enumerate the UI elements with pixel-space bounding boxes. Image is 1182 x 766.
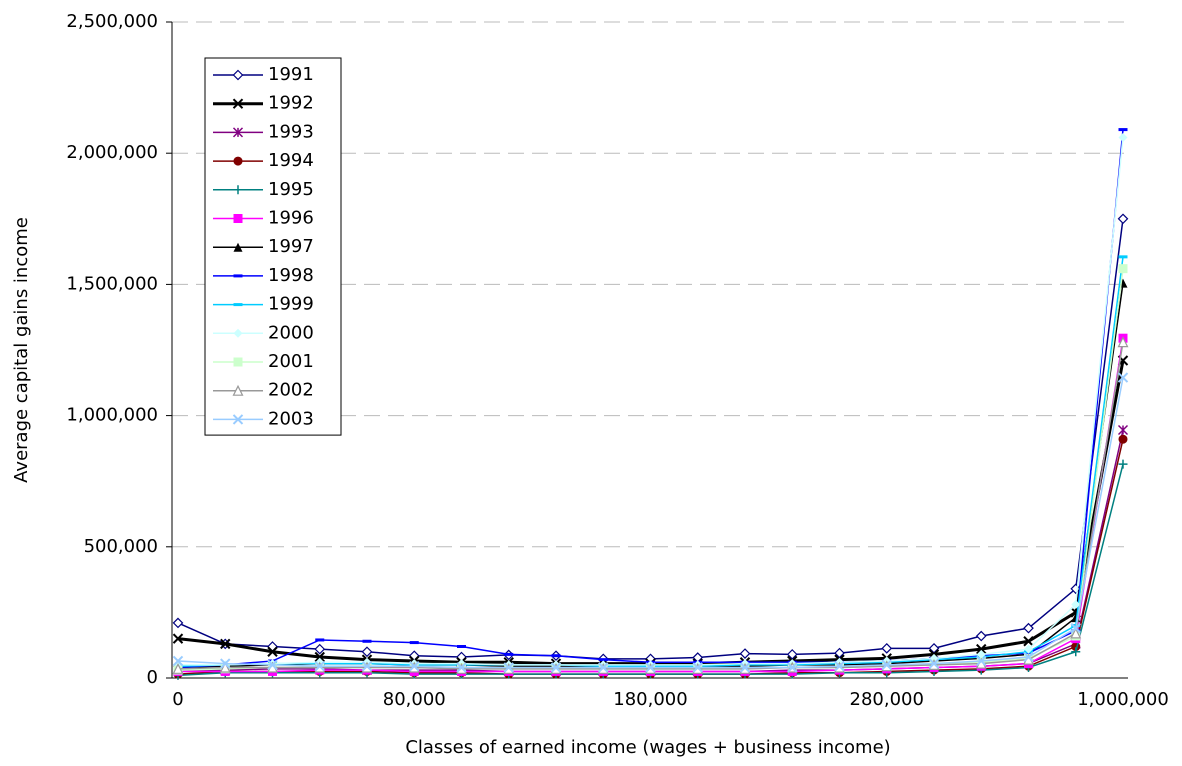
data-point <box>267 646 278 657</box>
data-point <box>1118 434 1128 444</box>
data-point <box>314 660 325 672</box>
data-point <box>1117 336 1129 348</box>
legend-marker <box>232 127 244 138</box>
y-tick-label: 1,500,000 <box>66 273 158 294</box>
legend-label: 2001 <box>268 351 314 372</box>
legend-label: 1997 <box>268 236 314 257</box>
series-line <box>177 463 1124 677</box>
y-tick-label: 2,000,000 <box>66 142 158 163</box>
data-point <box>219 661 231 673</box>
data-point <box>739 648 751 659</box>
legend-marker <box>232 69 244 81</box>
legend-marker <box>233 185 243 195</box>
y-tick-label: 500,000 <box>84 536 158 557</box>
data-point <box>692 662 703 673</box>
data-point <box>834 660 845 672</box>
legend-marker <box>232 414 244 425</box>
data-point <box>881 643 893 654</box>
data-point <box>172 633 184 644</box>
y-tick-label: 1,000,000 <box>66 405 158 426</box>
data-point <box>172 655 184 667</box>
data-point <box>1023 622 1034 634</box>
legend-marker <box>233 242 243 252</box>
data-point <box>787 662 798 673</box>
data-point <box>550 662 562 673</box>
data-point <box>976 655 987 667</box>
x-axis-title: Classes of earned income (wages + busine… <box>405 737 890 758</box>
data-point <box>834 647 845 659</box>
data-point <box>1118 264 1128 274</box>
legend-marker <box>233 328 243 338</box>
x-tick-label: 180,000 <box>613 689 687 710</box>
data-point <box>172 617 184 629</box>
legend-label: 1999 <box>268 294 314 315</box>
data-point <box>881 659 892 671</box>
data-point <box>598 662 609 673</box>
legend-label: 1996 <box>268 208 314 229</box>
data-point <box>976 643 987 655</box>
data-point <box>361 660 373 672</box>
legend-label: 1992 <box>268 93 314 114</box>
data-point <box>314 651 325 663</box>
data-point <box>172 662 184 674</box>
data-point <box>1023 651 1034 663</box>
data-point <box>1024 644 1033 654</box>
data-point <box>928 643 940 654</box>
data-point <box>361 646 373 658</box>
legend-label: 1998 <box>268 265 314 286</box>
y-tick-label: 0 <box>147 667 158 688</box>
data-point <box>1117 425 1129 436</box>
data-point <box>1071 647 1081 657</box>
data-point <box>220 638 231 650</box>
legend: 1991 1992 1993 1994 1995 1996 1997 1998 1999 2000… <box>204 57 342 436</box>
y-tick-label: 2,500,000 <box>66 11 158 32</box>
legend-label: 1991 <box>268 64 314 85</box>
legend-label: 2000 <box>268 322 314 343</box>
legend-marker <box>233 214 243 223</box>
data-point <box>1117 372 1129 383</box>
data-point <box>928 658 940 669</box>
data-point <box>1070 622 1081 634</box>
data-point <box>1118 132 1128 142</box>
data-point <box>739 662 751 673</box>
x-tick-label: 80,000 <box>383 689 446 710</box>
data-point <box>409 660 420 672</box>
x-tick-label: 1,000,000 <box>1077 689 1169 710</box>
legend-marker <box>232 384 244 396</box>
data-point <box>1117 213 1129 225</box>
data-point <box>1070 627 1082 639</box>
legend-label: 2003 <box>268 408 314 429</box>
legend-marker <box>233 357 243 367</box>
data-point <box>645 662 656 673</box>
legend-marker <box>233 156 243 166</box>
data-point <box>503 662 514 673</box>
data-point <box>1071 600 1081 610</box>
x-tick-label: 280,000 <box>850 689 924 710</box>
data-point <box>975 630 987 642</box>
data-point <box>976 649 986 659</box>
data-point <box>786 649 798 660</box>
legend-label: 2002 <box>268 380 314 401</box>
legend-label: 1994 <box>268 150 314 171</box>
legend-label: 1993 <box>268 121 314 142</box>
data-point <box>456 662 467 673</box>
data-point <box>1023 636 1034 647</box>
y-axis-title: Average capital gains income <box>11 217 32 483</box>
legend-marker <box>232 98 244 109</box>
legend-label: 1995 <box>268 179 314 200</box>
data-point <box>220 658 231 669</box>
data-point <box>314 643 326 655</box>
data-point <box>267 659 278 671</box>
data-point <box>1118 459 1128 469</box>
x-tick-label: 0 <box>172 689 183 710</box>
